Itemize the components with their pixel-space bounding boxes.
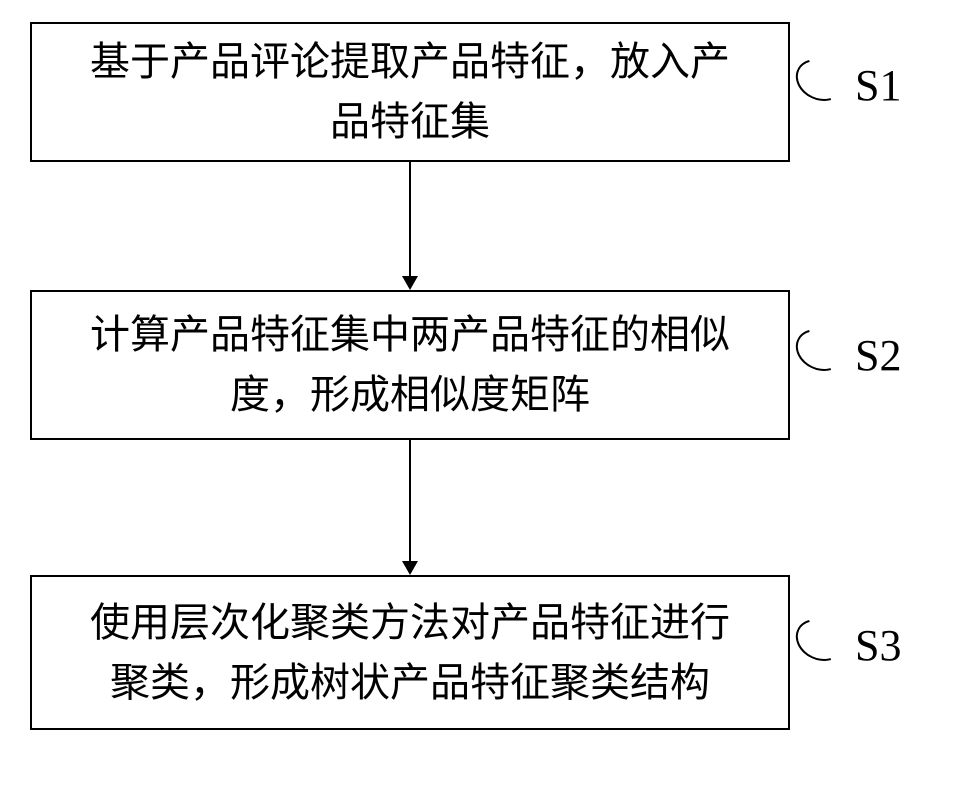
node-label-s1: S1 xyxy=(855,60,901,111)
flow-node-s1: 基于产品评论提取产品特征，放入产 品特征集 xyxy=(30,22,790,162)
arrow-line xyxy=(409,162,411,276)
node-text: 基于产品评论提取产品特征，放入产 xyxy=(90,32,730,92)
arrow-head-icon xyxy=(402,276,418,290)
connector-curve xyxy=(789,611,851,668)
node-label-s2: S2 xyxy=(855,330,901,381)
node-text: 聚类，形成树状产品特征聚类结构 xyxy=(90,653,730,713)
node-text: 计算产品特征集中两产品特征的相似 xyxy=(90,305,730,365)
arrow-line xyxy=(409,440,411,561)
node-text: 使用层次化聚类方法对产品特征进行 xyxy=(90,593,730,653)
flow-node-s2: 计算产品特征集中两产品特征的相似 度，形成相似度矩阵 xyxy=(30,290,790,440)
node-text: 度，形成相似度矩阵 xyxy=(90,365,730,425)
flow-node-s3: 使用层次化聚类方法对产品特征进行 聚类，形成树状产品特征聚类结构 xyxy=(30,575,790,730)
node-label-s3: S3 xyxy=(855,620,901,671)
node-text: 品特征集 xyxy=(90,92,730,152)
connector-curve xyxy=(789,321,851,378)
connector-curve xyxy=(789,51,851,108)
arrow-head-icon xyxy=(402,561,418,575)
